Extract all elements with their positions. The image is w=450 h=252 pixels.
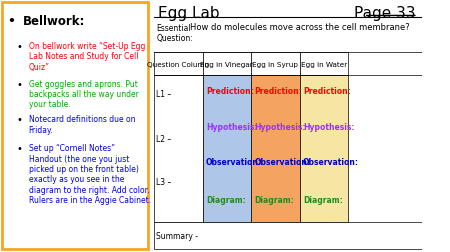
Text: Diagram:: Diagram: <box>206 195 246 204</box>
Text: L3 –: L3 – <box>156 178 171 187</box>
Text: Page 33: Page 33 <box>354 6 416 21</box>
Bar <box>251 53 300 76</box>
Text: How do molecules move across the cell membrane?: How do molecules move across the cell me… <box>190 23 410 32</box>
Text: Diagram:: Diagram: <box>303 195 343 204</box>
Text: Essential
Question:: Essential Question: <box>156 24 193 43</box>
Text: Egg Lab: Egg Lab <box>158 6 220 21</box>
Text: Prediction:: Prediction: <box>255 87 302 96</box>
Text: Diagram:: Diagram: <box>255 195 294 204</box>
Text: Egg in Water: Egg in Water <box>301 61 347 67</box>
Text: Egg in Vinegar: Egg in Vinegar <box>201 61 253 67</box>
Text: •: • <box>16 42 22 52</box>
Text: Set up “Cornell Notes”
Handout (the one you just
picked up on the front table)
e: Set up “Cornell Notes” Handout (the one … <box>29 144 151 204</box>
Text: Bellwork:: Bellwork: <box>23 15 86 28</box>
Text: Observation:: Observation: <box>303 158 359 167</box>
Bar <box>202 76 251 222</box>
Text: •: • <box>16 115 22 125</box>
Text: Hypothesis:: Hypothesis: <box>255 122 306 131</box>
Bar <box>154 222 422 249</box>
Text: Summary -: Summary - <box>156 231 198 240</box>
Bar <box>154 53 202 76</box>
FancyBboxPatch shape <box>2 3 148 249</box>
Bar <box>251 76 300 222</box>
Bar <box>154 76 202 222</box>
Text: Observation:: Observation: <box>206 158 262 167</box>
Bar <box>300 76 348 222</box>
Text: Get goggles and aprons. Put
backpacks all the way under
your table.: Get goggles and aprons. Put backpacks al… <box>29 79 139 109</box>
Text: •: • <box>8 15 15 28</box>
Bar <box>300 53 348 76</box>
Text: On bellwork write “Set-Up Egg
Lab Notes and Study for Cell
Quiz”: On bellwork write “Set-Up Egg Lab Notes … <box>29 42 145 71</box>
Text: Hypothesis:: Hypothesis: <box>206 122 257 131</box>
Text: Prediction:: Prediction: <box>206 87 254 96</box>
Text: •: • <box>16 144 22 154</box>
Text: Prediction:: Prediction: <box>303 87 351 96</box>
Text: L2 –: L2 – <box>156 135 171 144</box>
Text: Observation:: Observation: <box>255 158 310 167</box>
Text: Question Column: Question Column <box>147 61 209 67</box>
Text: L1 –: L1 – <box>156 89 171 99</box>
Text: Egg in Syrup: Egg in Syrup <box>252 61 298 67</box>
Text: Notecard definitions due on
Friday.: Notecard definitions due on Friday. <box>29 115 135 134</box>
Text: •: • <box>16 79 22 89</box>
Bar <box>202 53 251 76</box>
Text: Hypothesis:: Hypothesis: <box>303 122 355 131</box>
